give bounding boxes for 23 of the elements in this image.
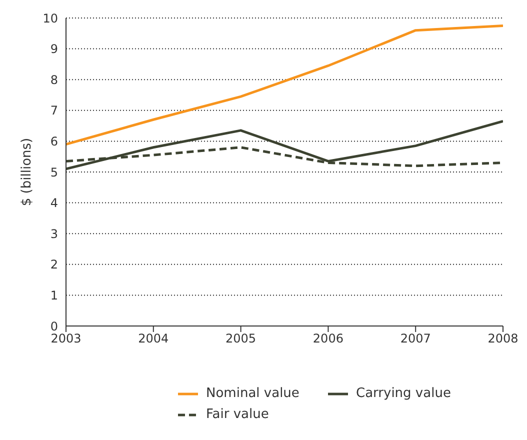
y-tick-label: 2: [50, 258, 58, 272]
x-tick-label: 2004: [138, 332, 169, 346]
legend-label: Nominal value: [206, 386, 300, 401]
legend-label: Fair value: [206, 407, 269, 422]
x-tick-label: 2007: [400, 332, 431, 346]
y-tick-label: 3: [50, 226, 58, 241]
legend-label: Carrying value: [356, 386, 451, 401]
y-tick-label: 6: [50, 134, 58, 148]
y-tick-label: 10: [42, 11, 58, 26]
y-tick-label: 9: [50, 42, 58, 56]
y-tick-label: 0: [50, 319, 58, 334]
x-tick-label: 2006: [312, 332, 344, 346]
y-tick-label: 4: [50, 196, 58, 210]
y-axis-title: $ (billions): [20, 138, 35, 206]
x-tick-label: 2003: [50, 332, 82, 346]
line-series: [66, 24, 503, 146]
x-tick-label: 2005: [226, 332, 256, 346]
y-tick-label: 8: [50, 72, 58, 87]
y-tick-label: 7: [50, 104, 58, 118]
y-tick-label: 1: [50, 288, 58, 302]
y-tick-label: 5: [50, 165, 58, 180]
line-series: [66, 120, 503, 170]
x-tick-label: 2008: [488, 332, 518, 346]
